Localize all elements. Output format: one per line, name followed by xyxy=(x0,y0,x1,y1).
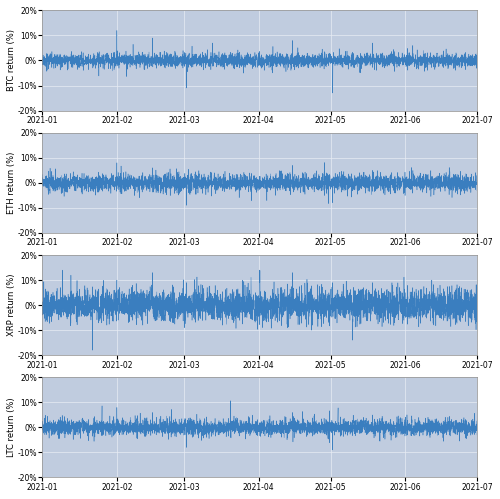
Y-axis label: LTC return (%): LTC return (%) xyxy=(7,398,16,457)
Y-axis label: BTC return (%): BTC return (%) xyxy=(7,29,16,91)
Y-axis label: XRP return (%): XRP return (%) xyxy=(7,274,16,336)
Y-axis label: ETH return (%): ETH return (%) xyxy=(7,152,16,214)
